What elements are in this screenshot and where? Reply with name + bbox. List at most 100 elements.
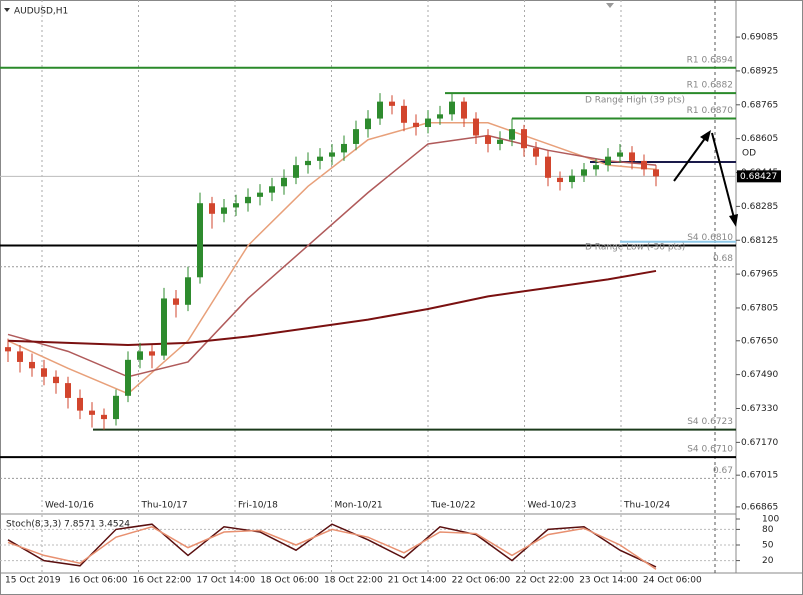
candle-body [533, 148, 539, 157]
day-label: Wed-10/23 [528, 501, 577, 511]
candle-body [113, 395, 119, 420]
day-label: Wed-10/16 [45, 501, 94, 511]
candle-body [149, 351, 155, 356]
time-label: 18 Oct 22:00 [324, 576, 383, 586]
price-tick-label: 0.67965 [741, 270, 778, 280]
candle-body [629, 152, 635, 161]
price-tick-label: 0.67015 [741, 471, 778, 481]
candle-body [641, 160, 647, 170]
price-tick-label: 0.66865 [741, 502, 778, 512]
candle-body [341, 143, 347, 153]
candle-body [257, 192, 263, 197]
candle-body [77, 397, 83, 411]
candle-body [521, 129, 527, 149]
price-tick-label: 0.67170 [741, 438, 778, 448]
oscillator-tick-label: 80 [762, 525, 774, 535]
candle-body [221, 207, 227, 214]
last-price-label: 0.68427 [740, 172, 777, 182]
candle-body [365, 118, 371, 130]
stochastic-line [7, 525, 657, 570]
candle-body [233, 203, 239, 208]
candle-body [545, 156, 551, 178]
price-tick-label: 0.67805 [741, 303, 778, 313]
candle-body [437, 114, 443, 119]
price-tick-label: 0.68125 [741, 236, 778, 246]
level-label: S4 0.6810 [687, 233, 733, 243]
candle-body [353, 129, 359, 144]
candle-body [485, 135, 491, 144]
range-note: D Range Low (-30 pts) [585, 243, 685, 253]
candle-body [593, 165, 599, 170]
candle-body [245, 196, 251, 204]
candle-body [125, 359, 131, 396]
candle-body [41, 368, 47, 377]
price-tick-label: 0.67650 [741, 336, 778, 346]
range-note: D Range High (39 pts) [585, 96, 685, 106]
level-label: OD [742, 148, 756, 158]
oscillator-tick-label: 100 [762, 515, 779, 525]
level-label: S4 0.6723 [687, 417, 733, 427]
candle-body [569, 175, 575, 183]
candle-body [329, 152, 335, 157]
last-price-box [737, 170, 781, 183]
candle-body [509, 129, 515, 140]
moving-average [7, 122, 657, 395]
menu-icon[interactable] [4, 8, 10, 12]
level-label: 0.67 [713, 466, 733, 476]
time-label: 21 Oct 14:00 [388, 576, 447, 586]
candle-body [581, 169, 587, 176]
time-label: 17 Oct 14:00 [196, 576, 255, 586]
price-tick-label: 0.68285 [741, 202, 778, 212]
time-label: 16 Oct 22:00 [133, 576, 192, 586]
time-label: 24 Oct 06:00 [643, 576, 702, 586]
candle-body [281, 177, 287, 187]
price-tick-label: 0.68605 [741, 134, 778, 144]
oscillator-tick-label: 50 [762, 541, 774, 551]
price-tick-label: 0.68925 [741, 66, 778, 76]
price-tick-label: 0.67330 [741, 404, 778, 414]
candle-body [461, 101, 467, 119]
candle-body [317, 156, 323, 161]
price-tick-label: 0.68765 [741, 100, 778, 110]
candle-body [305, 160, 311, 166]
candle-body [65, 383, 71, 398]
stochastic-line [7, 523, 657, 568]
day-label: Thu-10/24 [623, 501, 670, 511]
candle-body [557, 177, 563, 183]
day-label: Tue-10/22 [430, 501, 476, 511]
candle-body [161, 298, 167, 356]
candle-body [29, 361, 35, 369]
candle-body [89, 410, 95, 415]
candle-body [197, 203, 203, 278]
candle-body [497, 139, 503, 144]
level-label: 0.68 [713, 254, 733, 264]
forecast-arrows [673, 130, 738, 227]
candle-body [209, 203, 215, 214]
moving-average [7, 134, 657, 378]
candle-body [185, 277, 191, 305]
price-tick-label: 0.69085 [741, 33, 778, 43]
candle-body [605, 156, 611, 166]
candle-body [53, 376, 59, 384]
candle-body [449, 101, 455, 115]
moving-average [7, 269, 657, 347]
time-label: 18 Oct 06:00 [260, 576, 319, 586]
candle-body [137, 351, 143, 360]
candle-body [101, 414, 107, 420]
day-label: Mon-10/21 [335, 501, 383, 511]
candle-body [389, 101, 395, 106]
level-label: R1 0.6894 [687, 55, 734, 65]
chart-title: AUDUSD,H1 [14, 7, 68, 17]
price-tick-label: 0.67490 [741, 370, 778, 380]
level-label: R1 0.6882 [687, 81, 733, 91]
level-label: R1 0.6870 [687, 106, 734, 116]
candle-body [269, 186, 275, 193]
candle-body [413, 122, 419, 128]
candle-body [173, 298, 179, 305]
shift-marker [606, 3, 614, 8]
oscillator-tick-label: 20 [762, 556, 774, 566]
candle-body [425, 118, 431, 128]
candle-body [473, 118, 479, 136]
